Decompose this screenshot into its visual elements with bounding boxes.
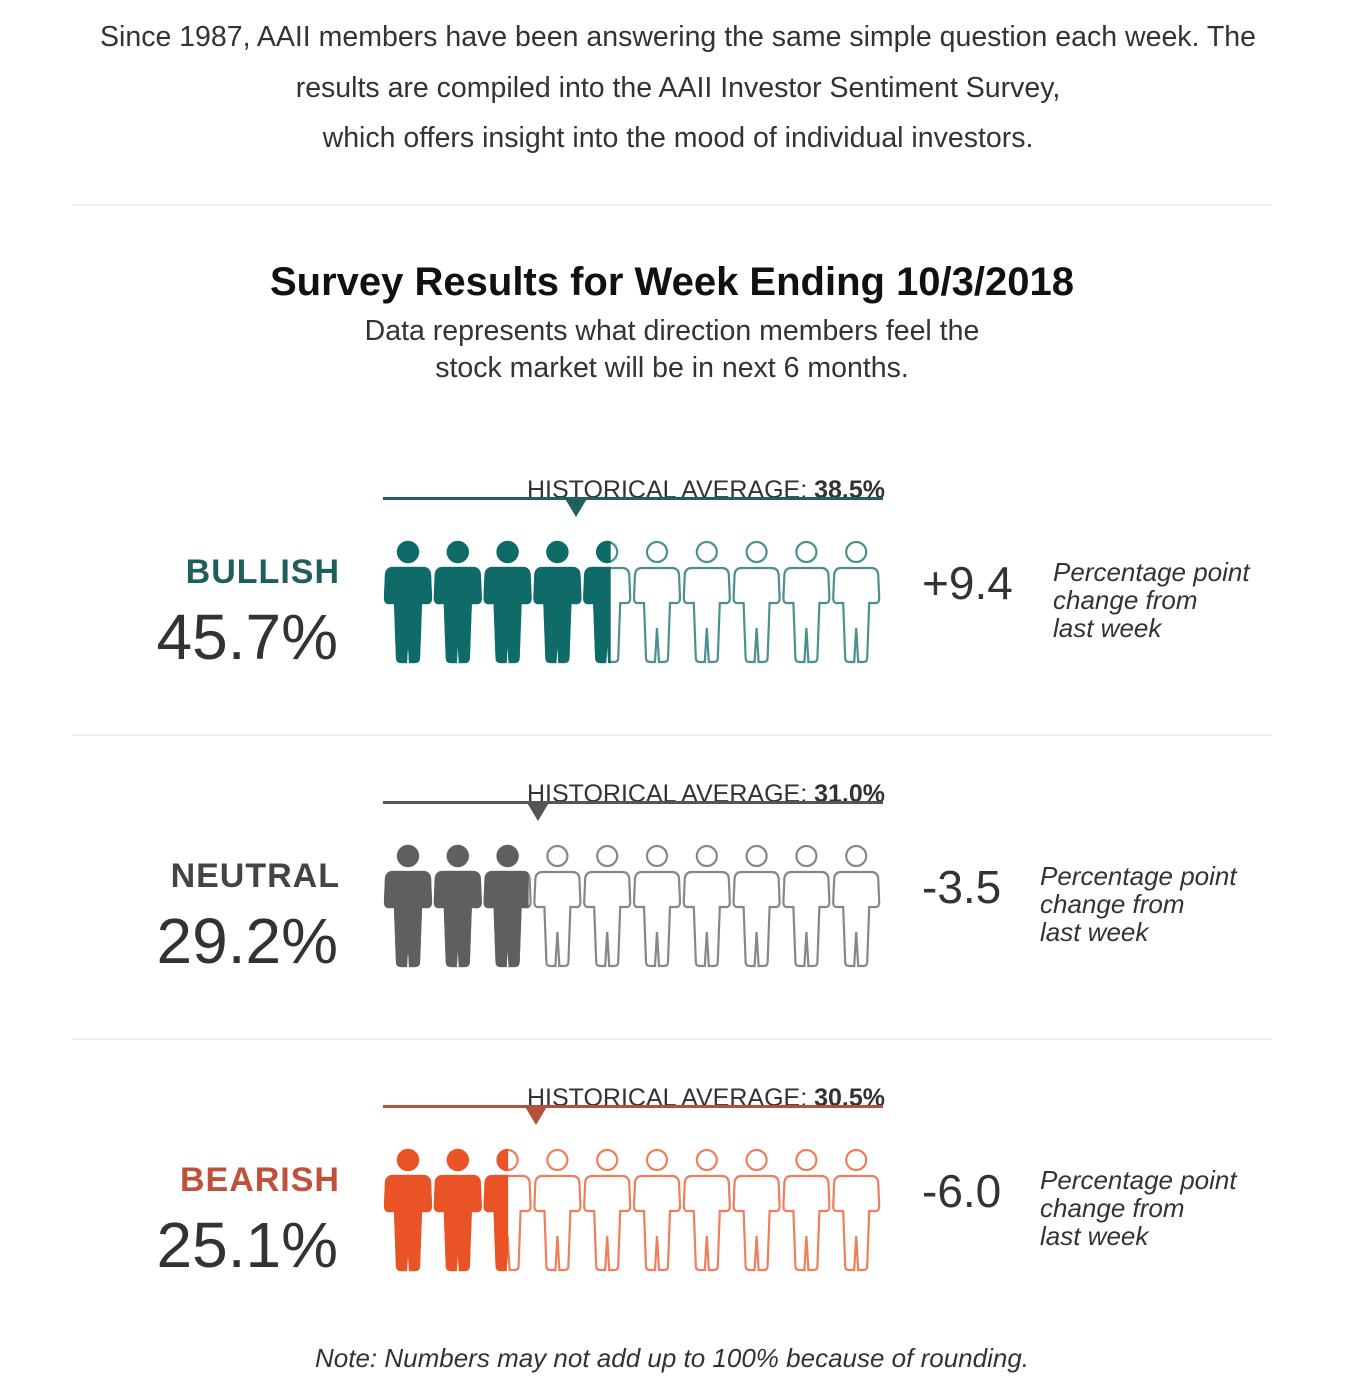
- person-icon: [732, 540, 781, 664]
- weekly-change: -3.5: [922, 861, 1002, 913]
- person-icon: [782, 540, 831, 664]
- chart-title: Survey Results for Week Ending 10/3/2018: [269, 260, 1075, 304]
- historical-average-marker: [526, 801, 550, 821]
- person-icon: [383, 844, 433, 968]
- subtitle-line: stock market will be in next 6 months.: [435, 352, 909, 384]
- historical-average-line: [383, 801, 883, 804]
- intro-text: Since 1987, AAII members have been answe…: [0, 12, 1356, 164]
- person-icon: [732, 844, 781, 968]
- historical-average-label: HISTORICAL AVERAGE: 31.0%: [526, 780, 885, 808]
- sentiment-percent: 25.1%: [156, 1209, 338, 1281]
- historical-average-label: HISTORICAL AVERAGE: 30.5%: [526, 1084, 885, 1112]
- person-icon: [782, 1148, 831, 1272]
- historical-average-line: [383, 1105, 883, 1108]
- person-icon: [483, 844, 532, 968]
- sentiment-label: BULLISH: [185, 553, 340, 591]
- person-icon: [533, 844, 582, 968]
- person-icon: [832, 1148, 881, 1272]
- sentiment-section-bullish: HISTORICAL AVERAGE: 38.5% BULLISH 45.7% …: [0, 476, 1356, 780]
- change-description: Percentage point change from last week: [1040, 861, 1237, 947]
- sentiment-section-neutral: HISTORICAL AVERAGE: 31.0% NEUTRAL 29.2% …: [0, 780, 1356, 1084]
- person-icon: [583, 540, 632, 664]
- sentiment-percent: 45.7%: [156, 601, 338, 673]
- person-icon: [533, 1148, 582, 1272]
- intro-line: Since 1987, AAII members have been answe…: [100, 21, 1256, 53]
- change-description: Percentage point change from last week: [1040, 1165, 1237, 1251]
- person-icon: [682, 844, 731, 968]
- person-icon: [682, 540, 731, 664]
- person-pictogram: [383, 540, 881, 664]
- sentiment-section-bearish: HISTORICAL AVERAGE: 30.5% BEARISH 25.1% …: [0, 1084, 1356, 1388]
- rounding-note: Note: Numbers may not add up to 100% bec…: [315, 1343, 1029, 1373]
- person-icon: [782, 844, 831, 968]
- person-icon: [383, 540, 433, 664]
- divider: [72, 204, 1272, 206]
- sentiment-label: NEUTRAL: [170, 857, 340, 895]
- person-icon: [682, 1148, 731, 1272]
- change-description: Percentage point change from last week: [1053, 557, 1250, 643]
- person-icon: [433, 844, 482, 968]
- person-pictogram: [383, 844, 881, 968]
- historical-average-line: [383, 497, 883, 500]
- weekly-change: -6.0: [922, 1165, 1002, 1217]
- person-icon: [583, 844, 632, 968]
- historical-average-marker: [563, 497, 588, 517]
- person-icon: [533, 540, 582, 664]
- chart-subtitle: Data represents what direction members f…: [0, 313, 1344, 387]
- person-icon: [732, 1148, 781, 1272]
- weekly-change: +9.4: [922, 557, 1013, 609]
- person-icon: [832, 540, 881, 664]
- historical-average-marker: [523, 1105, 548, 1125]
- person-icon: [483, 540, 532, 664]
- person-icon: [433, 1148, 482, 1272]
- sentiment-percent: 29.2%: [156, 905, 338, 977]
- person-pictogram: [383, 1148, 881, 1272]
- person-icon: [483, 1148, 532, 1272]
- person-icon: [632, 844, 682, 968]
- intro-line: which offers insight into the mood of in…: [322, 122, 1034, 154]
- person-icon: [433, 540, 482, 664]
- divider: [72, 734, 1272, 736]
- intro-line: results are compiled into the AAII Inves…: [295, 71, 1061, 104]
- person-icon: [632, 540, 682, 664]
- divider: [72, 1038, 1272, 1040]
- person-icon: [583, 1148, 632, 1272]
- person-icon: [383, 1148, 433, 1272]
- historical-average-label: HISTORICAL AVERAGE: 38.5%: [526, 476, 885, 504]
- person-icon: [632, 1148, 682, 1272]
- sentiment-label: BEARISH: [179, 1161, 340, 1199]
- person-icon: [832, 844, 881, 968]
- subtitle-line: Data represents what direction members f…: [364, 315, 980, 347]
